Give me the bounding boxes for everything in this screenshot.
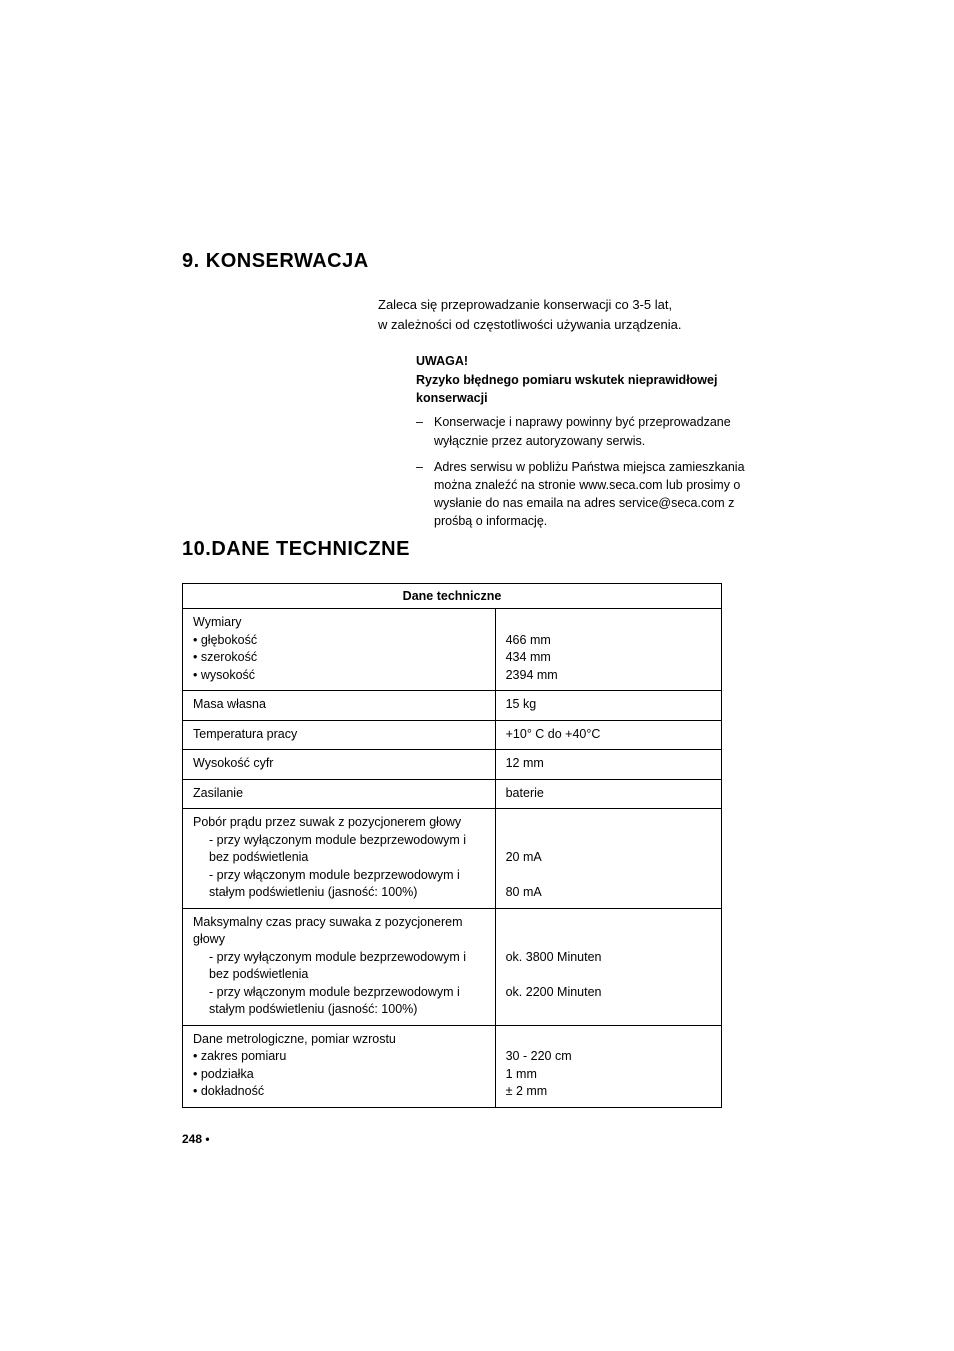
table-cell-value: baterie	[495, 779, 721, 809]
section-9-heading: 9. KONSERWACJA	[182, 250, 754, 273]
table-cell-value: 30 - 220 cm1 mm± 2 mm	[495, 1025, 721, 1107]
table-cell-value: 15 kg	[495, 691, 721, 721]
warning-list: Konserwacje i naprawy powinny być przepr…	[416, 413, 754, 530]
warning-item: Adres serwisu w pobliżu Państwa miejsca …	[416, 458, 754, 531]
table-row: Temperatura pracy+10° C do +40°C	[183, 720, 722, 750]
table-cell-label: Pobór prądu przez suwak z pozycjonerem g…	[183, 809, 496, 909]
table-cell-label: Maksymalny czas pracy suwaka z pozycjone…	[183, 908, 496, 1025]
section-9-number: 9.	[182, 250, 200, 272]
section-10-heading: 10.DANE TECHNICZNE	[182, 538, 754, 561]
warning-subtitle: Ryzyko błędnego pomiaru wskutek nieprawi…	[416, 371, 754, 407]
section-9-intro: Zaleca się przeprowadzanie konserwacji c…	[378, 295, 754, 334]
table-cell-label: Wysokość cyfr	[183, 750, 496, 780]
technical-data-table: Dane techniczne Wymiary• głębokość• szer…	[182, 583, 722, 1108]
page-number: 248 •	[182, 1132, 754, 1146]
table-body: Wymiary• głębokość• szerokość• wysokość4…	[183, 609, 722, 1108]
table-row: Maksymalny czas pracy suwaka z pozycjone…	[183, 908, 722, 1025]
table-row: Pobór prądu przez suwak z pozycjonerem g…	[183, 809, 722, 909]
section-10-title: DANE TECHNICZNE	[211, 538, 410, 560]
intro-line-1: Zaleca się przeprowadzanie konserwacji c…	[378, 295, 754, 315]
table-cell-value: ok. 3800 Minutenok. 2200 Minuten	[495, 908, 721, 1025]
section-9-title: KONSERWACJA	[206, 250, 369, 272]
table-cell-label: Masa własna	[183, 691, 496, 721]
table-cell-value: 466 mm434 mm2394 mm	[495, 609, 721, 691]
table-cell-value: 20 mA80 mA	[495, 809, 721, 909]
warning-block: UWAGA! Ryzyko błędnego pomiaru wskutek n…	[416, 352, 754, 530]
table-row: Dane metrologiczne, pomiar wzrostu• zakr…	[183, 1025, 722, 1107]
warning-title: UWAGA!	[416, 352, 754, 370]
table-cell-label: Temperatura pracy	[183, 720, 496, 750]
table-row: Wymiary• głębokość• szerokość• wysokość4…	[183, 609, 722, 691]
table-cell-label: Wymiary• głębokość• szerokość• wysokość	[183, 609, 496, 691]
table-row: Masa własna15 kg	[183, 691, 722, 721]
table-header: Dane techniczne	[183, 584, 722, 609]
intro-line-2: w zależności od częstotliwości używania …	[378, 315, 754, 335]
table-cell-value: 12 mm	[495, 750, 721, 780]
table-cell-label: Dane metrologiczne, pomiar wzrostu• zakr…	[183, 1025, 496, 1107]
section-10-number: 10.	[182, 538, 211, 560]
table-row: Zasilaniebaterie	[183, 779, 722, 809]
warning-item: Konserwacje i naprawy powinny być przepr…	[416, 413, 754, 449]
table-row: Wysokość cyfr12 mm	[183, 750, 722, 780]
table-cell-label: Zasilanie	[183, 779, 496, 809]
table-cell-value: +10° C do +40°C	[495, 720, 721, 750]
